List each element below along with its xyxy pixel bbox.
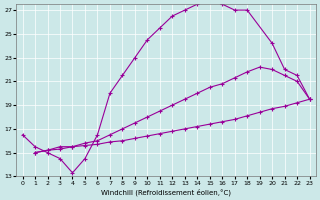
X-axis label: Windchill (Refroidissement éolien,°C): Windchill (Refroidissement éolien,°C)	[101, 188, 231, 196]
